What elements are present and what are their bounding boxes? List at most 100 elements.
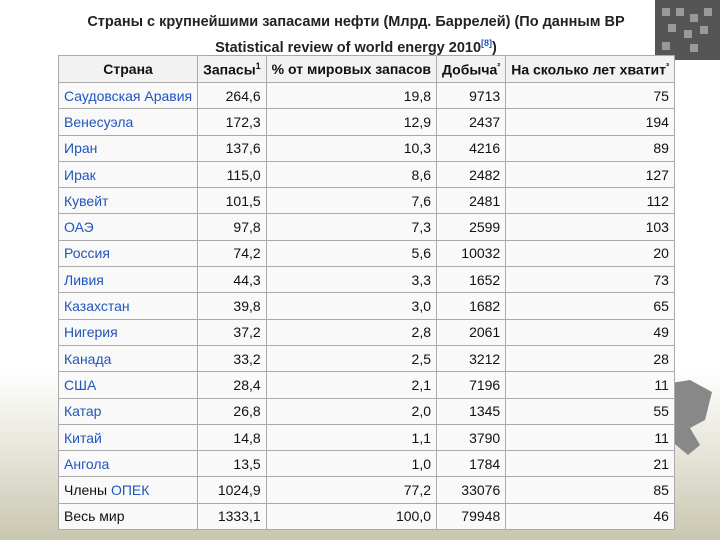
cell-value: 172,3 — [225, 113, 261, 130]
title-end: ) — [492, 39, 497, 56]
cell: 1682 — [436, 292, 507, 320]
cell: 3790 — [436, 423, 507, 452]
cell-value: 77,2 — [403, 482, 432, 499]
header-text: % от мировых запасов — [271, 61, 432, 77]
table-row: Кувейт 101,5 7,6 2481 112 — [57, 187, 675, 215]
cell: 3,3 — [265, 266, 438, 294]
oil-table: Страна Запасы1% от мировых запасов Добыча²… — [57, 55, 675, 531]
country-link[interactable]: ОАЭ — [64, 219, 94, 236]
cell: Канада — [57, 344, 199, 373]
cell: 115,0 — [197, 160, 267, 189]
cell: 194 — [505, 108, 675, 136]
cell: 26,8 — [197, 397, 267, 425]
table-row: Весь мир 1333,1 100,0 79948 46 — [57, 502, 675, 531]
cell: 264,6 — [197, 81, 267, 110]
cell-value: 1784 — [469, 455, 501, 472]
cell: 37,2 — [197, 318, 267, 346]
cell: Венесуэла — [57, 108, 199, 136]
country-link[interactable]: Ангола — [64, 455, 110, 472]
country-link[interactable]: Россия — [64, 245, 110, 262]
cell: Катар — [57, 397, 199, 425]
cell-value: 44,3 — [233, 271, 261, 288]
reference[interactable]: [8] — [481, 38, 493, 48]
cell-value: 19,8 — [403, 87, 432, 104]
cell-value: 1,1 — [411, 429, 432, 446]
cell-value: 115,0 — [226, 166, 261, 183]
cell: Нигерия — [57, 318, 199, 346]
cell-value: 89 — [653, 140, 669, 157]
country-link[interactable]: Китай — [64, 429, 102, 446]
cell: 1652 — [436, 266, 507, 294]
cell-value: 20 — [653, 245, 669, 262]
cell: 11 — [505, 423, 675, 452]
cell: 73 — [505, 266, 675, 294]
table-row: Россия 74,2 5,6 10032 20 — [57, 239, 675, 268]
cell-value: 33,2 — [233, 350, 261, 367]
cell: 2437 — [436, 108, 507, 136]
header-row: Страна Запасы1% от мировых запасов Добыча²… — [57, 55, 675, 83]
cell: 2481 — [436, 187, 507, 215]
cell: 2482 — [436, 160, 507, 189]
cell-value: 39,8 — [233, 298, 261, 315]
cell: 4216 — [436, 134, 507, 162]
cell-value: 103 — [645, 219, 669, 236]
country-link[interactable]: Кувейт — [64, 192, 109, 209]
cell-value: 79948 — [461, 508, 501, 525]
cell-value: 73 — [653, 271, 669, 288]
title: Страны с крупнейшими запасами нефти (Млр… — [58, 12, 654, 59]
cell-value: 3,3 — [411, 271, 432, 288]
cell: 21 — [505, 450, 675, 478]
cell: 49 — [505, 318, 675, 346]
cell-value: 264,6 — [225, 87, 261, 104]
cell-value: 85 — [653, 482, 669, 499]
country-link[interactable]: Катар — [64, 403, 102, 420]
cell: 1,0 — [265, 450, 438, 478]
header-text: Страна — [103, 61, 153, 77]
cell: 89 — [505, 134, 675, 162]
cell: 55 — [505, 397, 675, 425]
country-link[interactable]: Саудовская Аравия — [64, 87, 193, 104]
cell: 39,8 — [197, 292, 267, 320]
cell-value: 1,0 — [411, 455, 432, 472]
cell: 14,8 — [197, 423, 267, 452]
cell: Иран — [57, 134, 199, 162]
cell: 20 — [505, 239, 675, 268]
cell: 1333,1 — [197, 502, 267, 531]
country-link[interactable]: Ирак — [64, 166, 96, 183]
cell: 127 — [505, 160, 675, 189]
cell: 7196 — [436, 371, 507, 399]
cell-value: 3790 — [469, 429, 501, 446]
cell: 7,3 — [265, 213, 438, 241]
cell-value: 2,8 — [411, 324, 432, 341]
country-link[interactable]: Нигерия — [64, 324, 118, 341]
cell: Ливия — [57, 266, 199, 294]
cell: 112 — [505, 187, 675, 215]
cell: 28 — [505, 344, 675, 373]
cell-value: 46 — [653, 508, 669, 525]
cell: Весь мир — [57, 502, 199, 531]
table-row: Члены ОПЕК 1024,9 77,2 33076 85 — [57, 476, 675, 504]
cell: Ангола — [57, 450, 199, 478]
cell: 137,6 — [197, 134, 267, 162]
cell: Саудовская Аравия — [57, 81, 199, 110]
cell-value: 12,9 — [403, 113, 432, 130]
cell: ОАЭ — [57, 213, 199, 241]
country-link[interactable]: Канада — [64, 350, 112, 367]
country-link[interactable]: Иран — [64, 140, 98, 157]
country-link[interactable]: Венесуэла — [64, 113, 134, 130]
country-link[interactable]: Казахстан — [64, 298, 130, 315]
country-link[interactable]: США — [64, 376, 97, 393]
table-row: Канада 33,2 2,5 3212 28 — [57, 344, 675, 373]
cell: Китай — [57, 423, 199, 452]
cell-value: 127 — [645, 166, 669, 183]
country-link[interactable]: ОПЕК — [110, 482, 150, 499]
cell: 100,0 — [265, 502, 438, 531]
cell: 79948 — [436, 502, 507, 531]
cell-value: 2599 — [469, 219, 501, 236]
header-cell: Добыча² — [436, 55, 507, 83]
cell: 2,0 — [265, 397, 438, 425]
cell: 1345 — [436, 397, 507, 425]
country-link[interactable]: Ливия — [64, 271, 104, 288]
cell-value: 21 — [653, 455, 669, 472]
header-cell: Страна — [57, 55, 199, 83]
